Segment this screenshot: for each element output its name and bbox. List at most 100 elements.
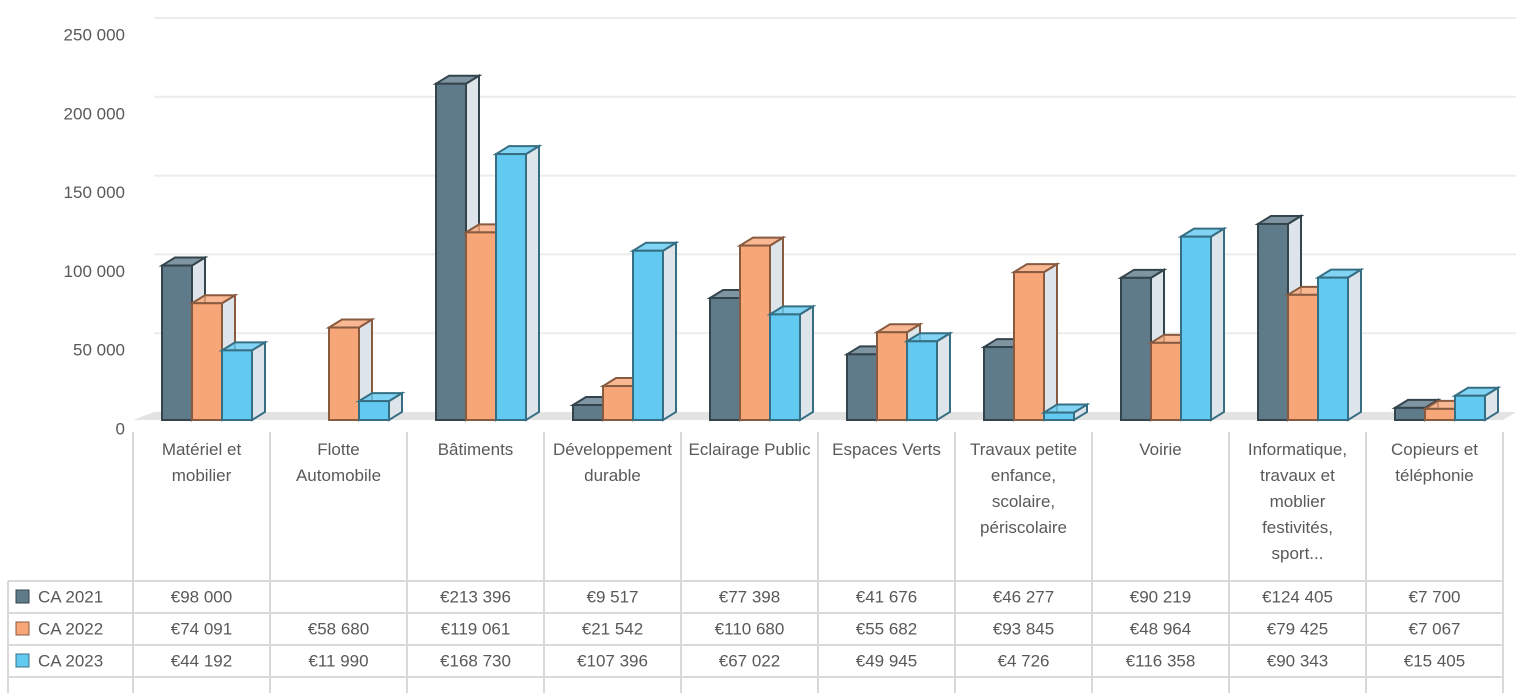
- bar-side: [936, 331, 951, 422]
- x-tick-label: Voirie: [1139, 440, 1182, 459]
- bar-3d: [629, 240, 680, 422]
- bar-side: [1043, 262, 1058, 422]
- data-table-value: €21 542: [582, 619, 643, 638]
- bar-3d: [1451, 385, 1502, 422]
- data-table-value: €4 726: [998, 651, 1050, 670]
- data-table-value: €90 219: [1130, 587, 1191, 606]
- bar: [1180, 235, 1212, 421]
- x-tick-label: Informatique, travaux et moblier festivités…: [1248, 440, 1347, 563]
- bar: [1394, 406, 1426, 422]
- legend-key: [15, 589, 30, 604]
- data-table-value: €44 192: [171, 651, 232, 670]
- bar: [983, 346, 1015, 421]
- bar-3d: [1010, 262, 1061, 422]
- data-table-value: €74 091: [171, 619, 232, 638]
- data-table-value: €124 405: [1262, 587, 1333, 606]
- y-tick-label: 50 000: [73, 341, 125, 360]
- x-tick-label: Copieurs et téléphonie: [1391, 440, 1478, 485]
- bar: [221, 349, 253, 421]
- x-tick-label: Bâtiments: [438, 440, 514, 459]
- data-table-value: €7 067: [1409, 619, 1461, 638]
- bar: [1454, 394, 1486, 421]
- data-table-value: €119 061: [441, 619, 511, 638]
- bar-side: [251, 340, 266, 422]
- bar: [465, 231, 497, 421]
- bar-side: [662, 240, 677, 422]
- x-tick-label: Eclairage Public: [689, 440, 811, 459]
- bar: [495, 153, 527, 421]
- bar-3d: [1040, 402, 1091, 422]
- x-tick-label: Travaux petite enfance, scolaire, périscola…: [970, 440, 1077, 537]
- bar: [1043, 411, 1075, 421]
- y-tick-label: 250 000: [64, 25, 125, 44]
- bar-side: [525, 144, 540, 422]
- bar: [739, 244, 771, 421]
- bar-3d: [1314, 267, 1365, 422]
- data-table-value: €67 022: [719, 651, 780, 670]
- bar-side: [799, 304, 814, 422]
- bar: [1424, 407, 1456, 421]
- x-tick-label: Développement durable: [553, 440, 672, 485]
- bar-3d: [903, 331, 954, 422]
- data-table-value: €77 398: [719, 587, 780, 606]
- bar: [1150, 341, 1182, 421]
- bar-3d: [1177, 226, 1228, 422]
- data-table-value: €107 396: [577, 651, 648, 670]
- legend-label: CA 2022: [38, 619, 103, 638]
- y-tick-label: 100 000: [64, 262, 125, 281]
- bar-3d: [492, 144, 543, 422]
- bar-3d: [218, 340, 269, 422]
- bar: [602, 385, 634, 421]
- legend-key: [15, 653, 30, 668]
- legend-label: CA 2021: [38, 587, 103, 606]
- data-table-value: €93 845: [993, 619, 1054, 638]
- data-table-value: €49 945: [856, 651, 917, 670]
- data-table-value: €98 000: [171, 587, 232, 606]
- data-table-value: €9 517: [587, 587, 639, 606]
- x-tick-label: Espaces Verts: [832, 440, 941, 459]
- legend-key: [15, 621, 30, 636]
- data-table-value: €7 700: [1409, 587, 1461, 606]
- data-table-value: €15 405: [1404, 651, 1465, 670]
- x-tick-label: Flotte Automobile: [296, 440, 381, 485]
- data-table-value: €213 396: [440, 587, 511, 606]
- bar: [572, 404, 604, 422]
- bar: [876, 331, 908, 422]
- bar: [846, 353, 878, 422]
- data-table-value: €168 730: [440, 651, 511, 670]
- y-tick-label: 150 000: [64, 183, 125, 202]
- bar: [435, 82, 467, 422]
- bar-side: [1347, 267, 1362, 422]
- bar-3d: [766, 304, 817, 422]
- bar: [1287, 293, 1319, 421]
- y-tick-label: 200 000: [64, 104, 125, 123]
- bar: [632, 249, 664, 421]
- bar: [161, 264, 193, 421]
- x-tick-label: Matériel et mobilier: [162, 440, 242, 485]
- bar: [358, 400, 390, 421]
- data-table-value: €48 964: [1130, 619, 1191, 638]
- bar-side: [1210, 226, 1225, 422]
- data-table-value: €11 990: [308, 651, 368, 670]
- bar-3d: [355, 391, 406, 422]
- data-table-value: €116 358: [1126, 651, 1196, 670]
- y-tick-label: 0: [116, 419, 125, 438]
- bar: [1120, 276, 1152, 421]
- data-table-value: €55 682: [856, 619, 917, 638]
- data-table-value: €46 277: [993, 587, 1054, 606]
- bar: [191, 302, 223, 421]
- bar: [709, 297, 741, 421]
- bar: [328, 326, 360, 422]
- bar: [1013, 271, 1045, 421]
- bar-3d: [158, 255, 209, 422]
- legend-label: CA 2023: [38, 651, 103, 670]
- data-table-value: €79 425: [1267, 619, 1328, 638]
- data-table-value: €41 676: [856, 587, 917, 606]
- data-table-value: €90 343: [1267, 651, 1328, 670]
- data-table-value: €110 680: [715, 619, 785, 638]
- bar: [1257, 222, 1289, 421]
- bar: [1317, 276, 1349, 422]
- data-table-value: €58 680: [308, 619, 369, 638]
- bar: [906, 340, 938, 421]
